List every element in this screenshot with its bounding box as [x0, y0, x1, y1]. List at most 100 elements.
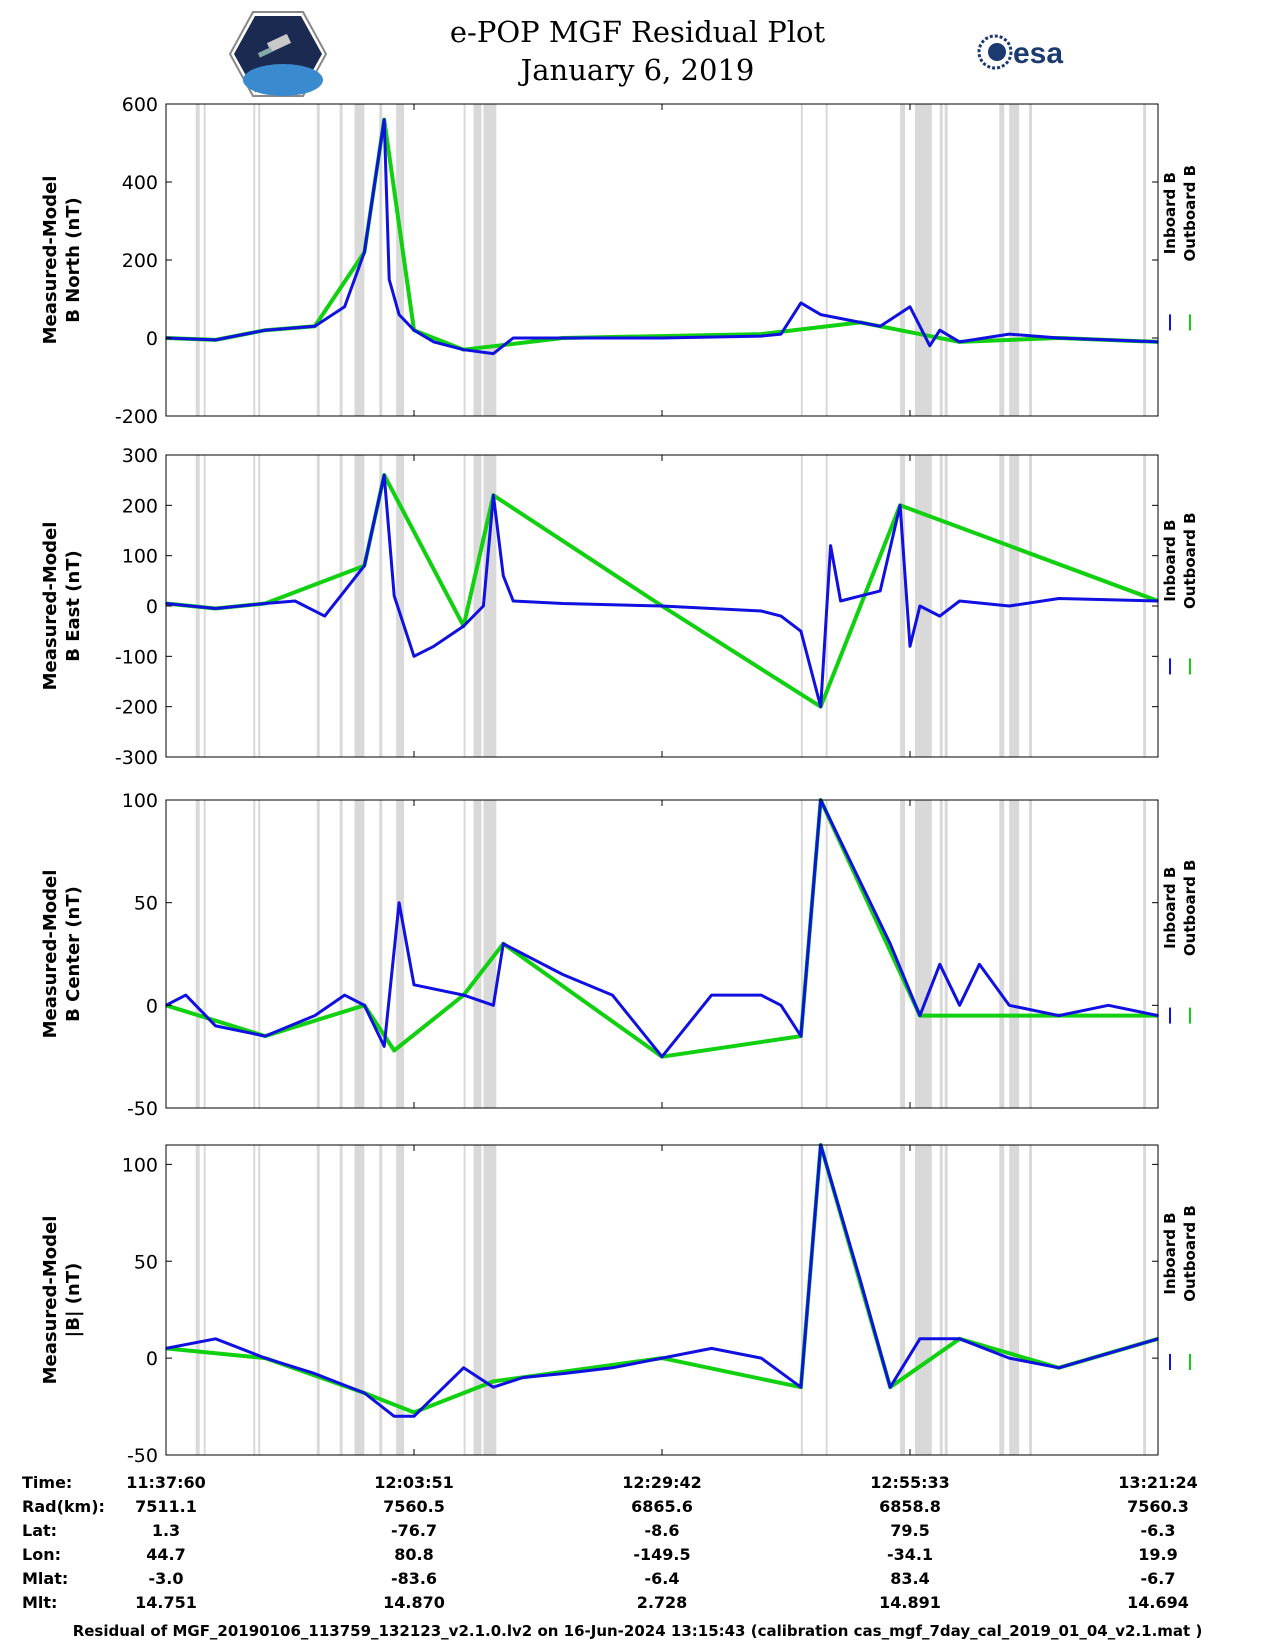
esa-logo-text: esa — [1013, 37, 1063, 70]
data-point — [264, 602, 267, 605]
data-gap-shade — [900, 1145, 906, 1455]
data-point — [800, 1386, 802, 1388]
data-gap-shade — [939, 1145, 943, 1455]
data-gap-shade — [258, 800, 261, 1108]
data-point — [562, 1372, 564, 1375]
data-gap-shade — [339, 800, 343, 1108]
data-point — [393, 595, 396, 597]
y-tick-label: 300 — [122, 445, 158, 467]
data-point — [562, 602, 564, 605]
data-point — [492, 1386, 495, 1388]
data-point — [502, 942, 505, 945]
data-point — [214, 1025, 217, 1027]
data-point — [611, 994, 614, 996]
data-point — [859, 881, 862, 883]
table-cell: 44.7 — [146, 1545, 185, 1564]
data-gap-shade — [900, 800, 906, 1108]
data-point — [958, 1338, 961, 1340]
data-point — [780, 615, 782, 617]
data-point — [710, 1347, 713, 1350]
y-tick-label: 0 — [146, 596, 158, 618]
table-cell: 7560.5 — [383, 1497, 445, 1516]
y-axis-label: |B| (nT) — [63, 1263, 84, 1338]
data-gap-shade — [379, 1145, 383, 1455]
data-point — [562, 337, 564, 339]
data-gap-shade — [914, 455, 932, 757]
table-cell: 12:55:33 — [870, 1473, 950, 1492]
y-tick-label: -300 — [115, 747, 158, 769]
data-gap-shade — [258, 104, 261, 416]
data-point — [909, 645, 911, 648]
data-gap-shade — [463, 455, 466, 757]
cassiope-logo-icon — [228, 11, 328, 97]
data-point — [343, 994, 346, 996]
data-point — [1058, 1367, 1060, 1369]
data-gap-shade — [463, 800, 466, 1108]
table-cell: -6.7 — [1141, 1569, 1176, 1588]
data-point — [343, 306, 346, 308]
data-gap-shade — [379, 104, 383, 416]
data-point — [363, 251, 366, 253]
table-cell: 14.694 — [1127, 1593, 1189, 1612]
data-point — [512, 600, 514, 602]
data-point — [462, 348, 465, 351]
data-point — [760, 1357, 762, 1359]
table-cell: -83.6 — [391, 1569, 437, 1588]
data-gap-shade — [944, 1145, 948, 1455]
series-line-inboard — [165, 1143, 1159, 1418]
data-gap-shade — [379, 800, 383, 1108]
data-gap-shade — [944, 800, 948, 1108]
table-cell: -8.6 — [645, 1521, 680, 1540]
data-point — [800, 302, 802, 304]
data-point — [185, 994, 187, 996]
data-point — [839, 600, 842, 602]
data-gap-shade — [258, 1145, 261, 1455]
data-point — [413, 655, 415, 658]
data-gap-shade — [1029, 800, 1033, 1108]
data-gap-shade — [1009, 104, 1020, 416]
data-point — [314, 325, 316, 328]
table-cell: 12:03:51 — [374, 1473, 454, 1492]
y-axis-label: B East (nT) — [63, 550, 84, 662]
data-point — [819, 313, 822, 316]
data-point — [492, 1380, 495, 1383]
y-axis-label: Measured-Model — [40, 870, 61, 1039]
table-cell: 7560.3 — [1127, 1497, 1189, 1516]
data-gap-shade — [800, 104, 803, 416]
data-gap-shade — [1009, 1145, 1020, 1455]
table-cell: -76.7 — [391, 1521, 437, 1540]
data-gap-shade — [396, 455, 405, 757]
data-gap-shade — [900, 104, 906, 416]
data-gap-shade — [339, 1145, 343, 1455]
data-point — [958, 341, 961, 343]
data-point — [661, 1357, 663, 1359]
data-gap-shade — [800, 800, 803, 1108]
data-gap-shade — [354, 455, 365, 757]
data-point — [433, 645, 435, 648]
data-point — [1008, 333, 1010, 335]
data-gap-shade — [944, 104, 948, 416]
data-point — [492, 352, 495, 355]
data-gap-shade — [316, 800, 320, 1108]
data-point — [482, 605, 485, 607]
data-point — [909, 306, 911, 308]
data-point — [413, 1411, 415, 1414]
data-gap-shade — [900, 455, 906, 757]
data-point — [1058, 597, 1060, 600]
data-point — [413, 1415, 415, 1418]
data-point — [433, 341, 435, 343]
data-point — [978, 963, 981, 966]
data-point — [611, 1367, 614, 1369]
data-gap-shade — [914, 104, 932, 416]
data-gap-shade — [195, 1145, 200, 1455]
data-gap-shade — [463, 1145, 466, 1455]
table-cell: 13:21:24 — [1118, 1473, 1198, 1492]
chart-title-line2: January 6, 2019 — [520, 53, 755, 87]
data-gap-shade — [354, 1145, 365, 1455]
table-cell: 14.751 — [135, 1593, 197, 1612]
data-point — [462, 1367, 465, 1369]
table-cell: 6858.8 — [879, 1497, 941, 1516]
y-tick-label: 100 — [122, 790, 158, 812]
data-point — [383, 118, 386, 121]
data-point — [363, 564, 366, 567]
